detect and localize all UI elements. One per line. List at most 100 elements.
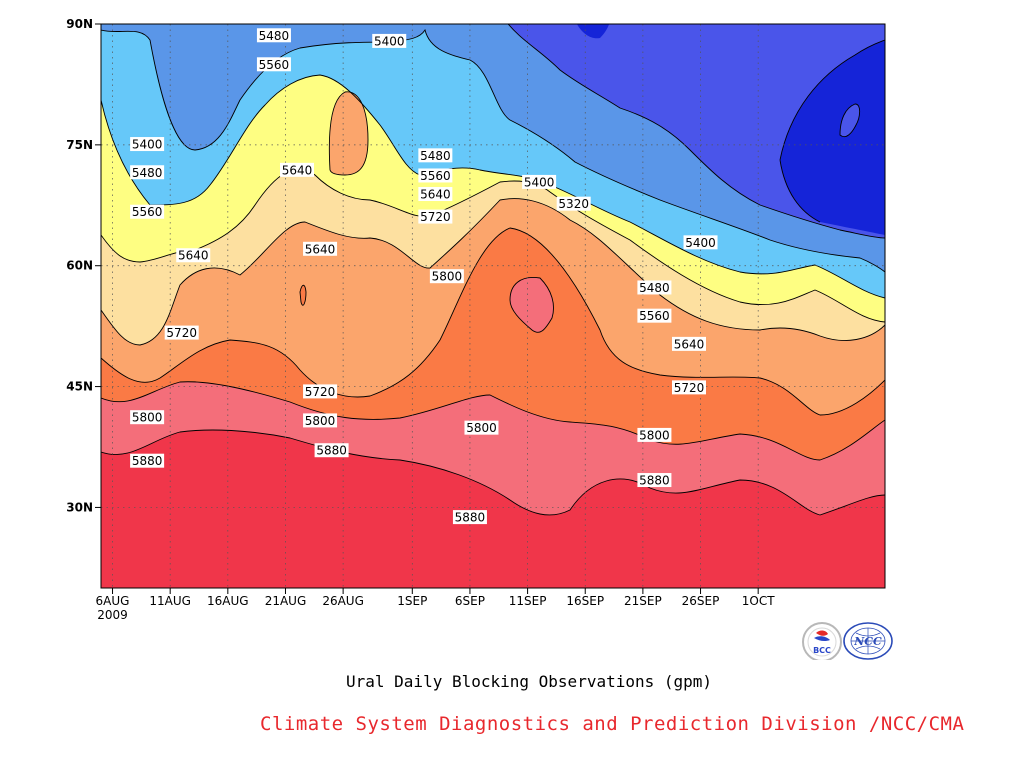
contour-label-bg xyxy=(672,380,706,395)
band-below-5240-topedge xyxy=(576,24,610,39)
contour-label: 5480 xyxy=(418,148,453,163)
contour-label-value: 5880 xyxy=(132,454,163,468)
contour-label-value: 5720 xyxy=(166,326,197,340)
band-below-5240 xyxy=(780,40,885,235)
contour-label-bg xyxy=(314,443,349,458)
contour-label-bg xyxy=(637,280,672,295)
y-axis: 30N 45N 60N 75N 90N xyxy=(66,17,101,514)
contour-label-bg xyxy=(303,413,338,428)
contour-label: 5880 xyxy=(314,443,349,458)
contour-label-value: 5800 xyxy=(466,421,497,435)
bcc-logo: BCC xyxy=(802,622,842,660)
contour-label-bg xyxy=(637,308,672,323)
plot-frame xyxy=(100,23,886,589)
contour-label-value: 5400 xyxy=(524,175,555,189)
contour-label-value: 5400 xyxy=(685,236,716,250)
contour-label-bg xyxy=(683,235,718,250)
x-tick-label: 11AUG xyxy=(149,594,191,608)
contour-label: 5800 xyxy=(429,269,464,284)
x-tick-label: 26AUG xyxy=(322,594,364,608)
contour-label-bg xyxy=(130,165,165,180)
contour-label: 5800 xyxy=(464,420,499,435)
contour-label-value: 5560 xyxy=(639,309,670,323)
contour-label: 5560 xyxy=(130,204,165,219)
contour-label-value: 5880 xyxy=(455,511,486,525)
contour-label: 5560 xyxy=(637,308,672,323)
contour-label: 5800 xyxy=(637,427,672,442)
contour-label-value: 5480 xyxy=(259,29,290,43)
y-tick-label: 90N xyxy=(66,17,93,31)
contour-label-bg xyxy=(452,510,487,525)
contour-label: 5320 xyxy=(556,196,591,211)
contour-label-bg xyxy=(418,148,453,163)
contour-label: 5880 xyxy=(452,510,487,525)
contour-label-value: 5640 xyxy=(282,163,313,177)
contour-label-value: 5720 xyxy=(674,381,705,395)
contour-label-value: 5880 xyxy=(316,444,347,458)
ncc-logo-text: NCC xyxy=(853,635,882,648)
contour-label-bg xyxy=(303,384,338,399)
grid xyxy=(101,24,885,588)
contour-label-bg xyxy=(418,168,453,183)
contour-label: 5720 xyxy=(672,380,706,395)
contour-label-value: 5880 xyxy=(639,474,670,488)
contour-label: 5560 xyxy=(418,168,453,183)
band-5800-5880-center xyxy=(510,277,554,333)
x-tick-label: 16SEP xyxy=(566,594,604,608)
contour-label-bg xyxy=(130,453,165,468)
contour-label-bg xyxy=(164,325,199,340)
contour-label-value: 5320 xyxy=(558,197,589,211)
contour-label-value: 5800 xyxy=(132,411,163,425)
contour-label-value: 5480 xyxy=(639,281,670,295)
contour-label: 5720 xyxy=(164,325,199,340)
contour-label-value: 5640 xyxy=(178,249,209,263)
band-5720-5800-small xyxy=(300,285,306,306)
contour-label-value: 5800 xyxy=(432,270,463,284)
contour-label-value: 5800 xyxy=(305,414,336,428)
contour-label-bg xyxy=(418,187,453,202)
contour-label-value: 5720 xyxy=(305,385,336,399)
y-tick-label: 45N xyxy=(66,380,93,394)
contour-label-bg xyxy=(130,204,165,219)
x-tick-sublabel: 2009 xyxy=(97,608,128,622)
contour-label: 5400 xyxy=(522,174,557,189)
contour-label: 5720 xyxy=(418,209,453,224)
x-tick-label: 6SEP xyxy=(455,594,485,608)
contour-label-bg xyxy=(522,174,557,189)
contour-label-value: 5640 xyxy=(305,242,336,256)
contour-label: 5640 xyxy=(176,248,211,263)
y-tick-label: 30N xyxy=(66,500,93,514)
contour-label: 5880 xyxy=(130,453,165,468)
x-tick-label: 6AUG xyxy=(96,594,130,608)
y-tick-label: 60N xyxy=(66,259,93,273)
ncc-logo: NCC xyxy=(843,622,893,660)
contour-label: 5400 xyxy=(130,137,165,152)
contour-label: 5480 xyxy=(130,165,165,180)
contour-label: 5480 xyxy=(256,28,291,43)
contour-label-bg xyxy=(303,241,338,256)
contour-label-bg xyxy=(280,162,314,177)
contour-label: 5880 xyxy=(637,473,672,488)
contour-label-bg xyxy=(130,137,165,152)
contour-label: 5720 xyxy=(303,384,338,399)
band-5240-5320-core xyxy=(840,104,860,137)
plot-area: 5480 5560 5400 5400 5480 5560 5640 5640 5640 5720… xyxy=(100,23,886,589)
x-tick-label: 26SEP xyxy=(682,594,720,608)
contour-label-bg xyxy=(637,427,672,442)
contour-label-bg xyxy=(556,196,591,211)
x-tick-label: 21SEP xyxy=(624,594,662,608)
contour-label: 5640 xyxy=(280,162,314,177)
contour-label-bg xyxy=(637,473,672,488)
contour-label-value: 5400 xyxy=(132,138,163,152)
contour-labels: 5480 5560 5400 5400 5480 5560 5640 5640 5640 5720… xyxy=(130,28,718,525)
contour-label: 5800 xyxy=(303,413,338,428)
chart: 5480 5560 5400 5400 5480 5560 5640 5640 5640 5720… xyxy=(66,17,893,660)
contour-label-bg xyxy=(372,33,407,48)
contour-label-value: 5560 xyxy=(420,169,451,183)
band-5640-5720-center xyxy=(329,91,368,175)
chart-subtitle: Ural Daily Blocking Observations (gpm) xyxy=(346,672,713,691)
contour-lines xyxy=(101,24,885,516)
contour-label-value: 5640 xyxy=(674,337,705,351)
contour-label: 5400 xyxy=(683,235,718,250)
y-tick-label: 75N xyxy=(66,138,93,152)
